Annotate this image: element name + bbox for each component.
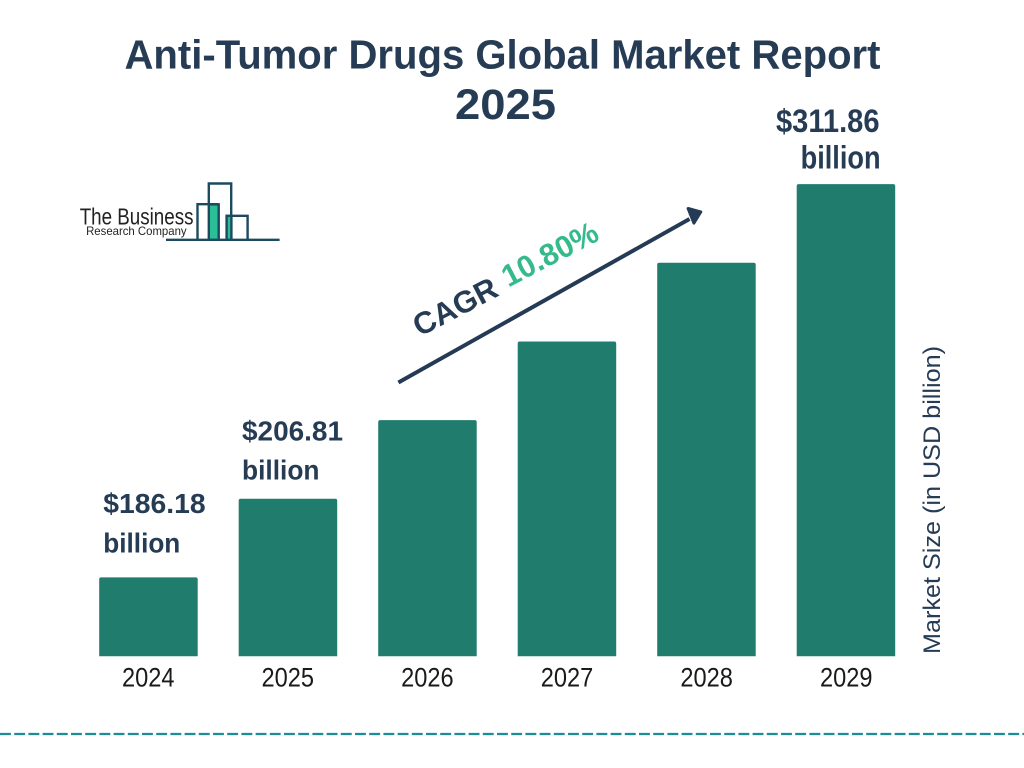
svg-text:2026: 2026: [401, 663, 454, 693]
svg-text:Anti-Tumor Drugs Global Market: Anti-Tumor Drugs Global Market Report: [125, 32, 881, 78]
svg-text:2025: 2025: [455, 81, 556, 129]
svg-text:2024: 2024: [122, 663, 175, 693]
svg-text:2028: 2028: [680, 663, 733, 693]
svg-text:2029: 2029: [820, 663, 873, 693]
svg-text:The Business: The Business: [80, 204, 194, 230]
svg-text:2025: 2025: [262, 663, 315, 693]
svg-text:$311.86: $311.86: [776, 103, 880, 139]
svg-text:2027: 2027: [541, 663, 594, 693]
svg-text:$186.18: $186.18: [103, 488, 205, 519]
svg-text:billion: billion: [103, 527, 180, 558]
svg-text:billion: billion: [242, 454, 320, 485]
svg-text:$206.81: $206.81: [242, 416, 343, 447]
svg-text:Research Company: Research Company: [86, 224, 187, 238]
svg-text:Market Size (in USD billion): Market Size (in USD billion): [919, 346, 946, 654]
svg-text:billion: billion: [801, 139, 881, 175]
